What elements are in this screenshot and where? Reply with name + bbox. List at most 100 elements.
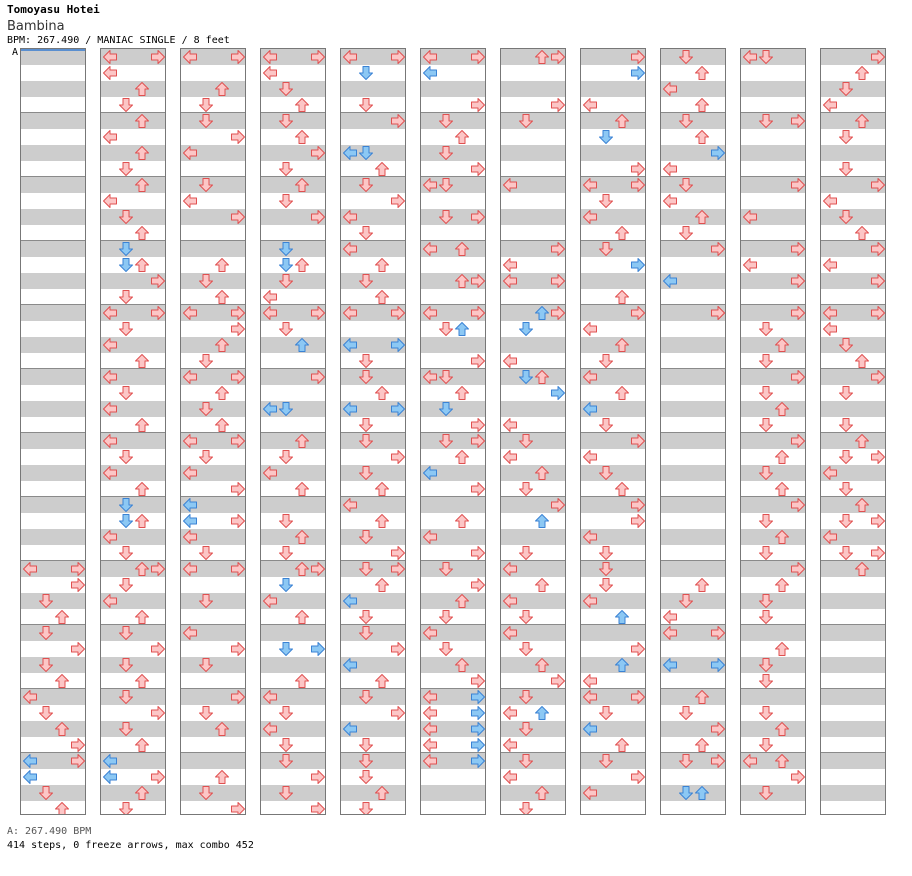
chart-column — [340, 48, 406, 815]
step-arrow-left-red-icon — [183, 562, 197, 576]
step-arrow-up-red-icon — [295, 482, 309, 496]
step-arrow-left-blue-icon — [343, 594, 357, 608]
step-arrow-up-red-icon — [775, 338, 789, 352]
step-arrow-down-red-icon — [199, 402, 213, 416]
beat-stripe — [741, 529, 805, 545]
step-arrow-down-red-icon — [839, 482, 853, 496]
step-arrow-right-blue-icon — [631, 258, 645, 272]
beat-stripe — [661, 401, 725, 417]
step-arrow-right-red-icon — [471, 50, 485, 64]
step-arrow-right-red-icon — [231, 306, 245, 320]
measure-line — [581, 752, 645, 753]
step-arrow-up-red-icon — [215, 770, 229, 784]
step-arrow-down-red-icon — [119, 322, 133, 336]
step-arrow-left-red-icon — [583, 178, 597, 192]
step-arrow-left-red-icon — [103, 434, 117, 448]
measure-line — [741, 624, 805, 625]
step-arrow-up-red-icon — [775, 402, 789, 416]
step-arrow-down-blue-icon — [519, 370, 533, 384]
beat-stripe — [421, 497, 485, 513]
step-arrow-down-red-icon — [439, 610, 453, 624]
step-arrow-left-red-icon — [103, 466, 117, 480]
step-arrow-right-red-icon — [791, 434, 805, 448]
beat-stripe — [261, 689, 325, 705]
step-arrow-up-red-icon — [135, 674, 149, 688]
beat-stripe — [661, 305, 725, 321]
step-arrow-up-blue-icon — [615, 610, 629, 624]
step-arrow-left-red-icon — [423, 754, 437, 768]
step-arrow-right-red-icon — [71, 642, 85, 656]
beat-stripe — [421, 593, 485, 609]
step-arrow-up-blue-icon — [695, 786, 709, 800]
step-arrow-down-red-icon — [679, 754, 693, 768]
measure-line — [821, 752, 885, 753]
step-arrow-up-blue-icon — [535, 306, 549, 320]
measure-line — [501, 496, 565, 497]
step-arrow-down-red-icon — [119, 386, 133, 400]
beat-stripe — [741, 241, 805, 257]
measure-line — [501, 176, 565, 177]
step-arrow-down-red-icon — [359, 354, 373, 368]
step-arrow-left-red-icon — [743, 754, 757, 768]
step-arrow-up-red-icon — [375, 482, 389, 496]
step-arrow-down-red-icon — [359, 434, 373, 448]
step-arrow-down-red-icon — [359, 530, 373, 544]
step-arrow-left-red-icon — [583, 98, 597, 112]
step-arrow-down-red-icon — [439, 146, 453, 160]
beat-stripe — [181, 721, 245, 737]
measure-line — [21, 624, 85, 625]
beat-stripe — [581, 433, 645, 449]
step-arrow-left-red-icon — [583, 210, 597, 224]
chart-column — [420, 48, 486, 815]
chart-column — [660, 48, 726, 815]
beat-stripe — [101, 81, 165, 97]
step-arrow-down-red-icon — [279, 706, 293, 720]
chart-column — [20, 48, 86, 815]
beat-stripe — [501, 145, 565, 161]
step-arrow-up-red-icon — [295, 258, 309, 272]
step-arrow-right-red-icon — [471, 674, 485, 688]
step-arrow-down-red-icon — [839, 546, 853, 560]
step-arrow-up-red-icon — [135, 738, 149, 752]
step-arrow-down-red-icon — [759, 50, 773, 64]
measure-line — [581, 304, 645, 305]
beat-stripe — [341, 113, 405, 129]
step-arrow-up-red-icon — [775, 450, 789, 464]
measure-line — [341, 496, 405, 497]
beat-stripe — [501, 529, 565, 545]
measure-line — [741, 432, 805, 433]
step-arrow-up-red-icon — [375, 674, 389, 688]
measure-line — [661, 112, 725, 113]
step-arrow-down-blue-icon — [359, 66, 373, 80]
step-arrow-down-red-icon — [679, 178, 693, 192]
step-arrow-down-red-icon — [119, 658, 133, 672]
step-arrow-right-blue-icon — [471, 738, 485, 752]
step-arrow-right-red-icon — [231, 690, 245, 704]
beat-stripe — [101, 753, 165, 769]
beat-stripe — [581, 593, 645, 609]
measure-line — [741, 560, 805, 561]
measure-line — [261, 240, 325, 241]
measure-line — [421, 688, 485, 689]
measure-line — [261, 624, 325, 625]
beat-stripe — [261, 433, 325, 449]
step-arrow-left-red-icon — [263, 306, 277, 320]
step-arrow-right-red-icon — [231, 642, 245, 656]
step-arrow-right-red-icon — [471, 546, 485, 560]
step-arrow-up-red-icon — [295, 562, 309, 576]
step-arrow-down-red-icon — [439, 114, 453, 128]
measure-line — [741, 112, 805, 113]
beat-stripe — [501, 49, 565, 65]
step-arrow-left-red-icon — [583, 786, 597, 800]
step-arrow-up-red-icon — [135, 482, 149, 496]
measure-line — [581, 112, 645, 113]
beat-stripe — [421, 689, 485, 705]
step-arrow-right-red-icon — [311, 370, 325, 384]
step-arrow-up-red-icon — [535, 658, 549, 672]
step-arrow-down-red-icon — [679, 114, 693, 128]
step-arrow-down-red-icon — [599, 354, 613, 368]
measure-line — [261, 496, 325, 497]
step-arrow-up-red-icon — [135, 418, 149, 432]
measure-line — [501, 240, 565, 241]
measure-line — [581, 368, 645, 369]
